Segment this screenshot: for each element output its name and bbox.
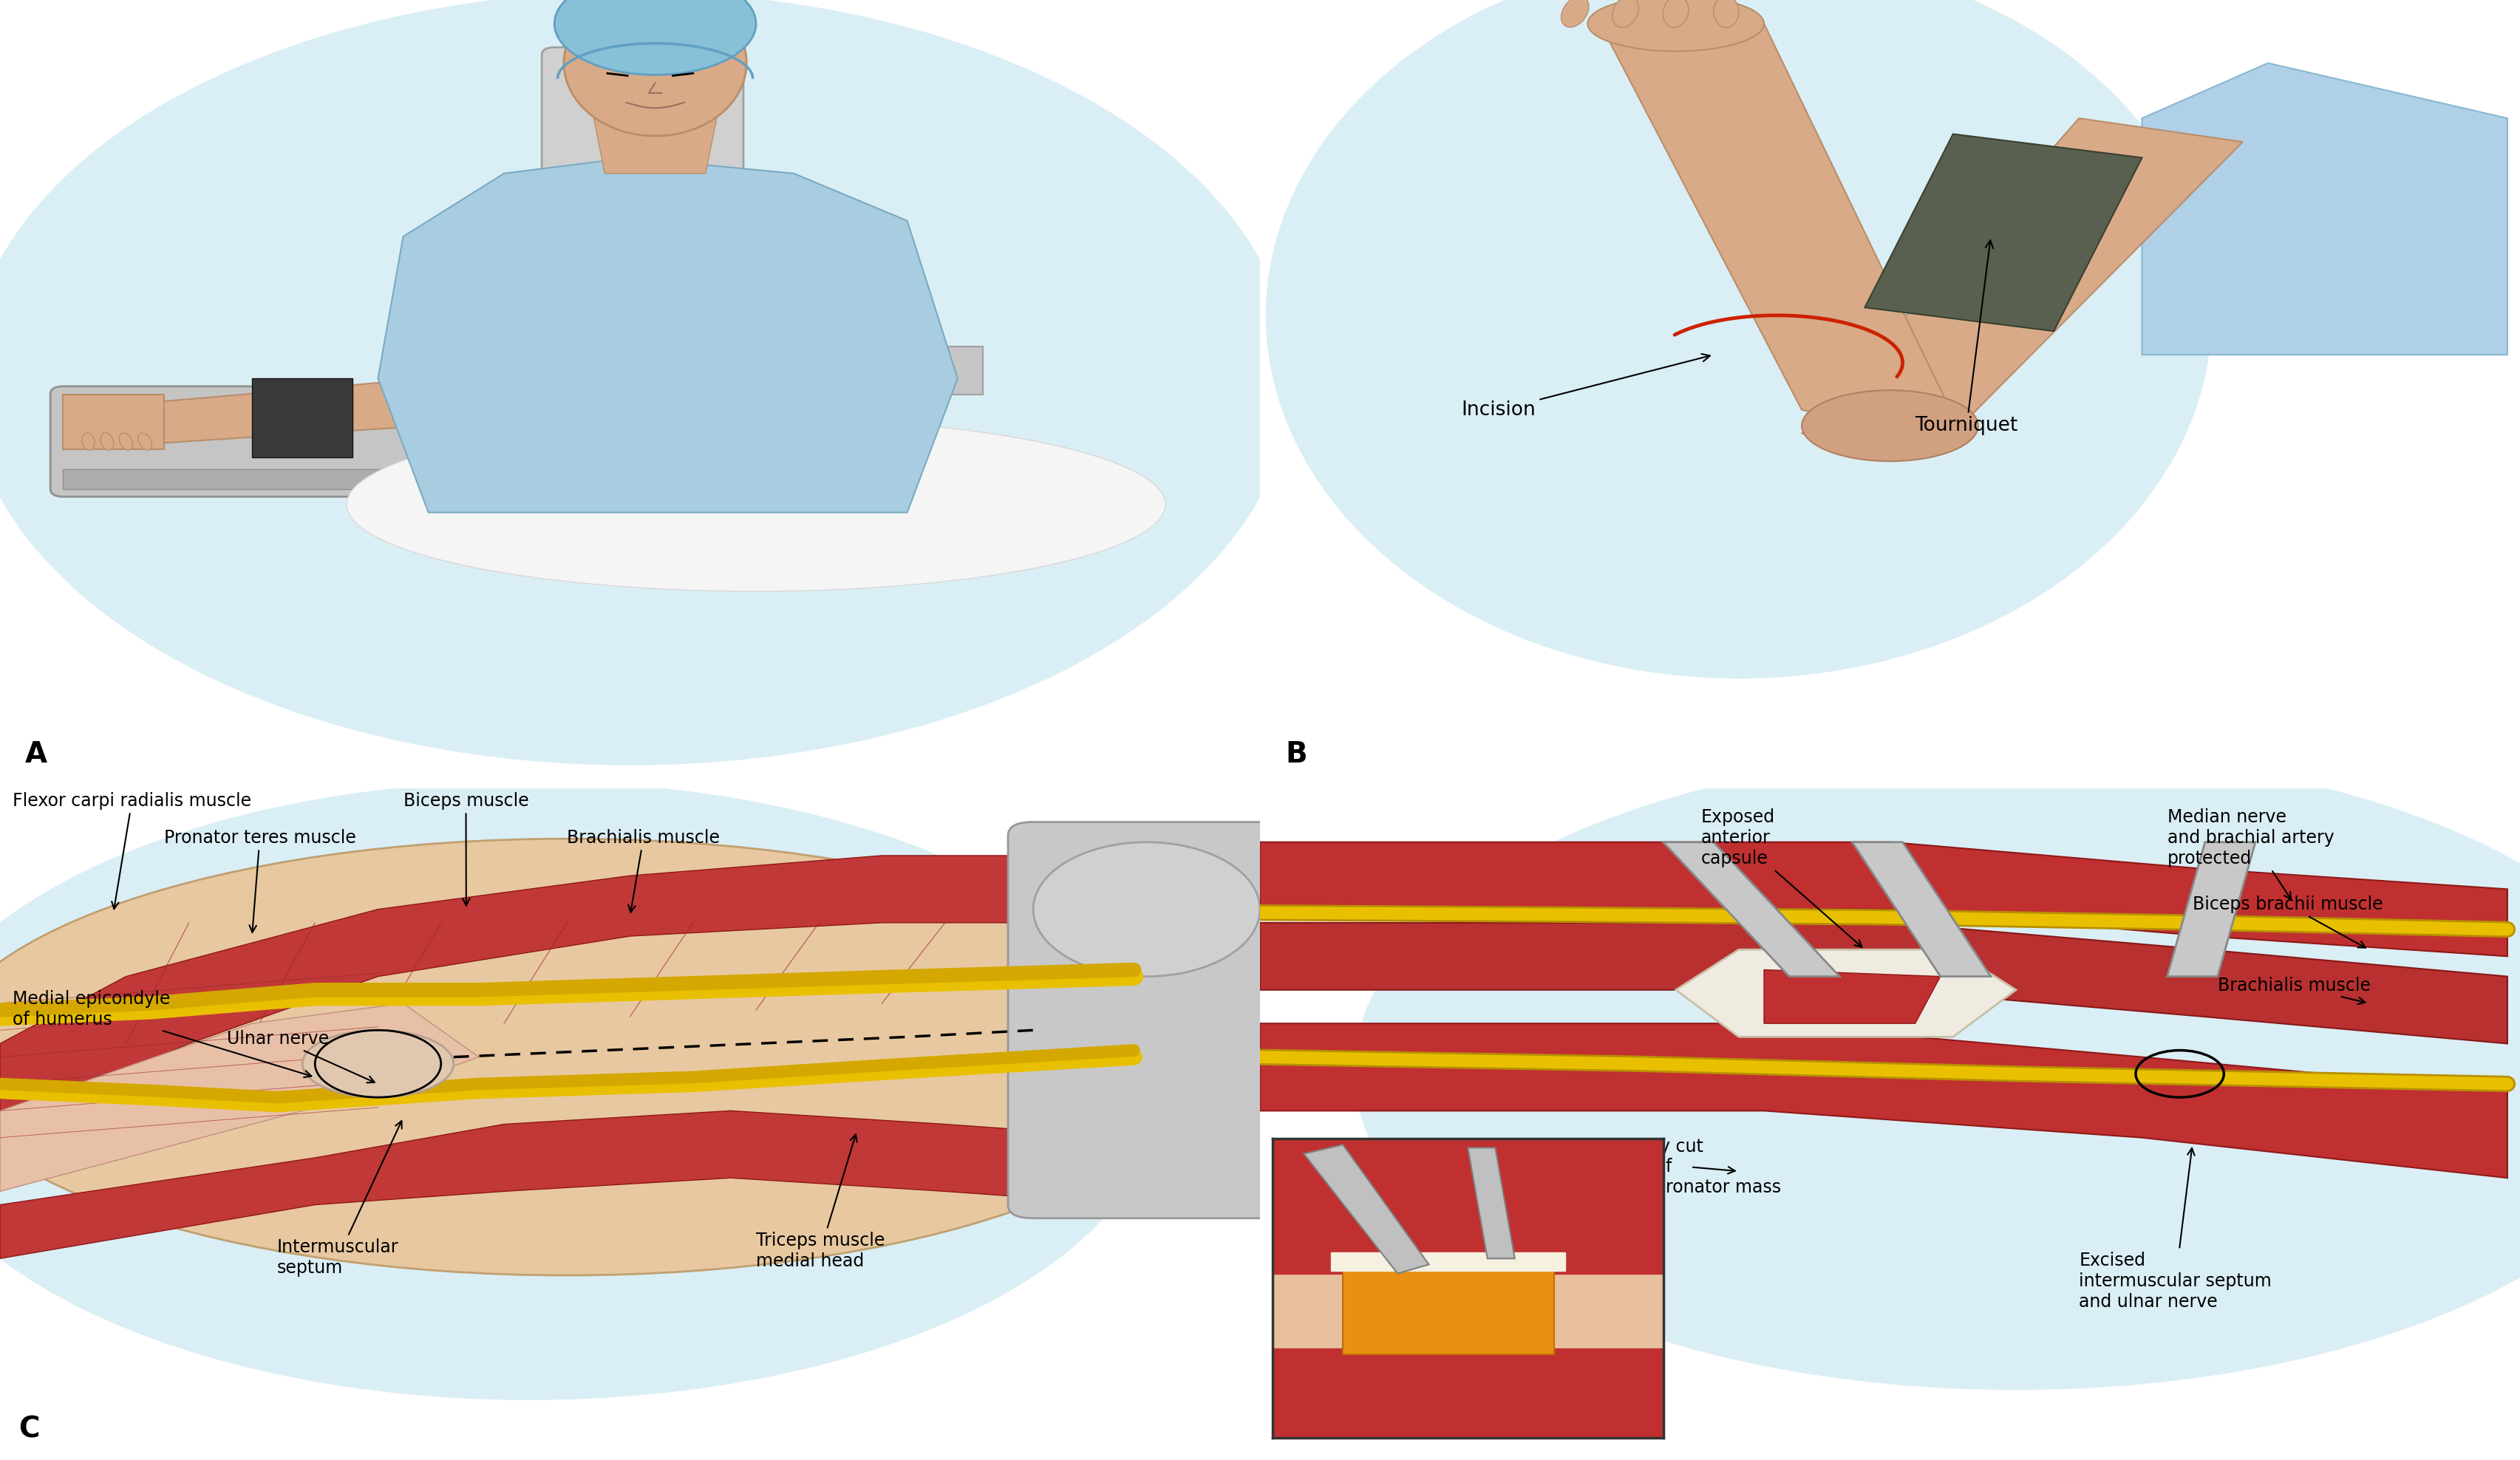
Text: Brachialis muscle: Brachialis muscle bbox=[567, 829, 721, 912]
Bar bbox=[416, 347, 983, 394]
Ellipse shape bbox=[302, 1031, 454, 1098]
Ellipse shape bbox=[0, 838, 1197, 1276]
Polygon shape bbox=[1600, 23, 1966, 441]
Text: Ulnar nerve: Ulnar nerve bbox=[227, 1031, 375, 1083]
Text: A: A bbox=[25, 740, 48, 768]
Text: B: B bbox=[1285, 740, 1308, 768]
Ellipse shape bbox=[81, 432, 96, 450]
Polygon shape bbox=[2142, 63, 2507, 355]
Bar bbox=[63, 469, 416, 489]
FancyBboxPatch shape bbox=[542, 47, 743, 362]
Ellipse shape bbox=[1268, 0, 2213, 677]
Text: Tourniquet: Tourniquet bbox=[1915, 241, 2019, 435]
Polygon shape bbox=[1343, 1267, 1555, 1355]
Polygon shape bbox=[1802, 118, 2243, 434]
Bar bbox=[252, 378, 353, 457]
FancyBboxPatch shape bbox=[1008, 822, 1285, 1218]
Text: Triceps muscle
medial head: Triceps muscle medial head bbox=[756, 1134, 885, 1270]
Polygon shape bbox=[63, 378, 428, 450]
Text: Intermuscular
septum: Intermuscular septum bbox=[277, 1121, 401, 1276]
Text: Brachialis muscle: Brachialis muscle bbox=[2218, 977, 2371, 1004]
Polygon shape bbox=[0, 1003, 479, 1191]
Ellipse shape bbox=[1802, 390, 1978, 461]
Polygon shape bbox=[2167, 842, 2255, 977]
Polygon shape bbox=[1260, 923, 2507, 1044]
Polygon shape bbox=[378, 158, 958, 512]
Polygon shape bbox=[1764, 969, 1940, 1023]
Ellipse shape bbox=[1714, 0, 1739, 28]
Polygon shape bbox=[0, 856, 1134, 1124]
Ellipse shape bbox=[118, 434, 134, 450]
Text: Partially cut
origin of
flexor pronator mass: Partially cut origin of flexor pronator … bbox=[1600, 1137, 1782, 1196]
Text: D: D bbox=[1280, 1415, 1303, 1442]
Ellipse shape bbox=[564, 0, 746, 136]
Text: C: C bbox=[20, 1415, 40, 1442]
Polygon shape bbox=[592, 111, 718, 174]
Text: Biceps brachii muscle: Biceps brachii muscle bbox=[2192, 896, 2384, 948]
Ellipse shape bbox=[554, 0, 756, 74]
Ellipse shape bbox=[348, 418, 1164, 591]
Ellipse shape bbox=[1562, 0, 1588, 28]
Polygon shape bbox=[1303, 1145, 1429, 1273]
Ellipse shape bbox=[101, 434, 113, 450]
Polygon shape bbox=[63, 394, 164, 450]
Ellipse shape bbox=[1033, 842, 1260, 977]
Text: Biceps muscle: Biceps muscle bbox=[403, 791, 529, 905]
Text: Medial epicondyle
of humerus: Medial epicondyle of humerus bbox=[13, 990, 312, 1077]
FancyBboxPatch shape bbox=[50, 387, 428, 496]
Polygon shape bbox=[1676, 949, 2016, 1037]
Ellipse shape bbox=[1663, 0, 1688, 28]
Text: Exposed
anterior
capsule: Exposed anterior capsule bbox=[1701, 809, 1862, 948]
Ellipse shape bbox=[0, 0, 1290, 765]
Text: Median nerve
and brachial artery
protected: Median nerve and brachial artery protect… bbox=[2167, 809, 2334, 899]
Polygon shape bbox=[1852, 842, 1991, 977]
Polygon shape bbox=[1663, 842, 1840, 977]
Polygon shape bbox=[1273, 1349, 1663, 1438]
Polygon shape bbox=[1467, 1148, 1515, 1259]
Text: Excised
intermuscular septum
and ulnar nerve: Excised intermuscular septum and ulnar n… bbox=[2079, 1148, 2271, 1311]
Ellipse shape bbox=[1588, 0, 1764, 51]
Polygon shape bbox=[1865, 134, 2142, 331]
Text: Pronator teres muscle: Pronator teres muscle bbox=[164, 829, 355, 933]
Ellipse shape bbox=[139, 434, 151, 450]
Ellipse shape bbox=[1613, 0, 1638, 28]
Ellipse shape bbox=[0, 781, 1159, 1400]
Polygon shape bbox=[1260, 842, 2507, 956]
Polygon shape bbox=[1260, 1023, 2507, 1178]
Polygon shape bbox=[1331, 1253, 1565, 1270]
Ellipse shape bbox=[1356, 752, 2520, 1390]
Polygon shape bbox=[1273, 1139, 1663, 1273]
Text: Incision: Incision bbox=[1462, 353, 1711, 419]
Polygon shape bbox=[0, 1111, 1134, 1259]
Text: Flexor carpi radialis muscle: Flexor carpi radialis muscle bbox=[13, 791, 252, 910]
